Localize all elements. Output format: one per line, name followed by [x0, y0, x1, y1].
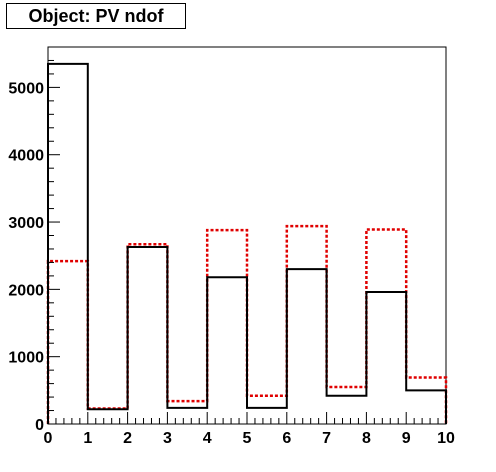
x-tick-label: 3: [163, 430, 172, 447]
x-tick-label: 10: [437, 430, 455, 447]
x-tick-label: 8: [362, 430, 371, 447]
x-tick-label: 0: [44, 430, 53, 447]
x-tick-label: 9: [402, 430, 411, 447]
x-tick-label: 5: [243, 430, 252, 447]
x-tick-label: 1: [83, 430, 92, 447]
y-tick-label: 2000: [8, 282, 44, 299]
y-tick-label: 3000: [8, 215, 44, 232]
x-tick-label: 2: [123, 430, 132, 447]
chart-title: Object: PV ndof: [6, 3, 186, 29]
y-tick-label: 5000: [8, 80, 44, 97]
y-tick-label: 4000: [8, 148, 44, 165]
y-tick-label: 1000: [8, 350, 44, 367]
x-tick-label: 6: [282, 430, 291, 447]
y-tick-label: 0: [35, 417, 44, 434]
histogram-series-solid: [47, 62, 447, 424]
x-tick-label: 4: [203, 430, 212, 447]
x-tick-label: 7: [322, 430, 331, 447]
